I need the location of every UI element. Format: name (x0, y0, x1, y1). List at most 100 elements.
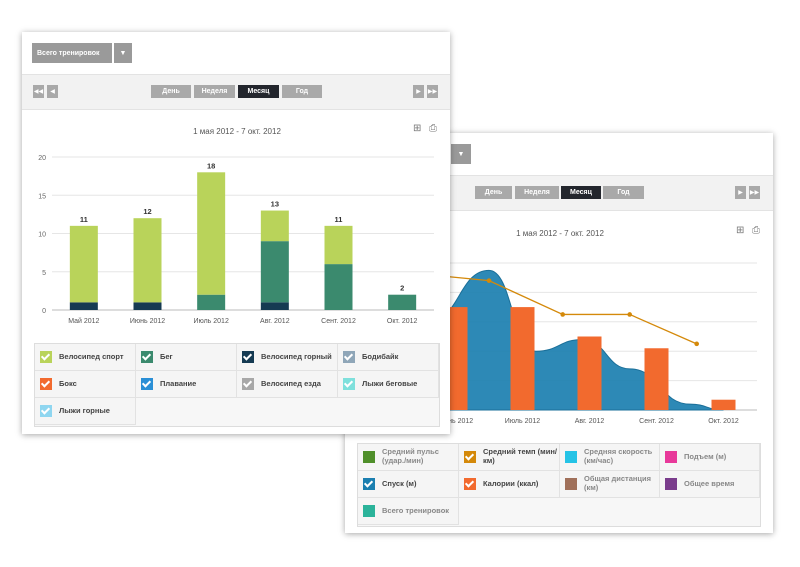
y-tick-label: 5 (42, 270, 46, 277)
legend-label: Плавание (160, 378, 197, 388)
prev-icon[interactable]: ◀ (47, 85, 58, 98)
dropdown-arrow-button[interactable]: ▼ (451, 144, 471, 164)
x-tick-label: Июнь 2012 (438, 418, 473, 423)
legend-item[interactable]: Всего тренировок (358, 498, 459, 525)
bar-total-label: 2 (400, 284, 404, 293)
tab-year[interactable]: Год (603, 186, 644, 199)
legend-item[interactable]: Средняя скорость (км/час) (560, 444, 660, 471)
legend-item[interactable]: Средний пульс (удар./мин) (358, 444, 459, 471)
legend-checkbox[interactable] (141, 351, 153, 363)
legend-label: Средний темп (мин/км) (483, 447, 557, 465)
dropdown-arrow-button[interactable]: ▼ (114, 43, 132, 63)
bar-segment (133, 218, 162, 303)
legend-label: Лыжи горные (59, 405, 110, 415)
last-icon[interactable]: ▶▶ (749, 186, 760, 199)
print-icon[interactable]: ⎙ (429, 123, 437, 134)
legend-item[interactable]: Спуск (м) (358, 471, 459, 498)
x-tick-label: Июль 2012 (505, 418, 540, 423)
bar-total-label: 13 (271, 200, 279, 209)
bar-calories (644, 348, 669, 410)
legend-checkbox[interactable] (464, 478, 476, 490)
legend-checkbox[interactable] (565, 451, 577, 463)
y-tick-label: 20 (38, 155, 46, 162)
legend-checkbox[interactable] (665, 478, 677, 490)
bar-total-label: 11 (335, 215, 343, 224)
bar-segment (324, 264, 353, 310)
bar-calories (711, 399, 736, 410)
legend-item[interactable]: Плавание (136, 371, 237, 398)
first-icon[interactable]: ◀◀ (33, 85, 44, 98)
legend-item[interactable]: Велосипед спорт (35, 344, 136, 371)
legend-checkbox[interactable] (141, 378, 153, 390)
bar-total-label: 12 (143, 207, 151, 216)
legend-label: Калории (ккал) (483, 478, 539, 488)
date-range: 1 мая 2012 - 7 окт. 2012 (516, 229, 604, 238)
legend-item[interactable]: Бодибайк (338, 344, 439, 371)
x-tick-label: Окт. 2012 (387, 318, 418, 325)
bar-segment (260, 241, 289, 303)
legend-label: Средняя скорость (км/час) (584, 447, 653, 465)
legend-checkbox[interactable] (40, 378, 52, 390)
legend-checkbox[interactable] (363, 451, 375, 463)
next-icon[interactable]: ▶ (735, 186, 746, 199)
legend-checkbox[interactable] (565, 478, 577, 490)
legend-label: Подъем (м) (684, 451, 727, 461)
legend-checkbox[interactable] (464, 451, 476, 463)
tab-month[interactable]: Месяц (238, 85, 279, 98)
legend-label: Бокс (59, 378, 77, 388)
legend-item[interactable]: Средний темп (мин/км) (459, 444, 560, 471)
tab-week[interactable]: Неделя (194, 85, 235, 98)
last-icon[interactable]: ▶▶ (427, 85, 438, 98)
bar-segment (69, 225, 98, 303)
tab-day[interactable]: День (475, 186, 512, 199)
x-tick-label: Сент. 2012 (321, 318, 356, 325)
legend-item[interactable]: Лыжи горные (35, 398, 136, 425)
period-tabs-bar: ◀◀ ◀ День Неделя Месяц Год ▶ ▶▶ (22, 74, 450, 110)
legend-item[interactable]: Бег (136, 344, 237, 371)
legend-checkbox[interactable] (363, 478, 375, 490)
stacked-bar-chart: 0 5 10 15 20 11 Май 2012 12 Июнь 2012 18 Июль 2012… (38, 155, 434, 325)
tab-year[interactable]: Год (282, 85, 322, 98)
y-tick-label: 0 (42, 308, 46, 315)
legend-item[interactable]: Велосипед езда (237, 371, 338, 398)
bar-total-label: 18 (207, 161, 215, 170)
next-icon[interactable]: ▶ (413, 85, 424, 98)
legend-label: Спуск (м) (382, 478, 417, 488)
legend-checkbox[interactable] (40, 405, 52, 417)
workout-type-dropdown[interactable]: Всего тренировок (32, 43, 112, 63)
legend-label: Велосипед езда (261, 378, 321, 388)
front-chart-panel: Всего тренировок ▼ ◀◀ ◀ День Неделя Меся… (22, 32, 450, 434)
legend-checkbox[interactable] (40, 351, 52, 363)
legend-label: Всего тренировок (382, 505, 450, 515)
legend-item[interactable]: Подъем (м) (660, 444, 760, 471)
legend-label: Лыжи беговые (362, 378, 418, 388)
legend-item[interactable]: Калории (ккал) (459, 471, 560, 498)
legend-item[interactable]: Велосипед горный (237, 344, 338, 371)
legend-item[interactable]: Лыжи беговые (338, 371, 439, 398)
export-icon[interactable]: ⊞ (736, 225, 745, 236)
line-point (486, 278, 492, 283)
legend-item[interactable]: Бокс (35, 371, 136, 398)
y-tick-label: 15 (38, 193, 46, 200)
legend-checkbox[interactable] (665, 451, 677, 463)
date-range: 1 мая 2012 - 7 окт. 2012 (193, 127, 281, 136)
bar-segment (260, 210, 289, 242)
tab-day[interactable]: День (151, 85, 191, 98)
chevron-down-icon: ▼ (119, 49, 127, 57)
bar-segment (260, 302, 289, 310)
print-icon[interactable]: ⎙ (752, 225, 760, 236)
bar-segment (197, 172, 226, 295)
tab-month[interactable]: Месяц (561, 186, 601, 199)
export-icon[interactable]: ⊞ (413, 123, 422, 134)
legend-item[interactable]: Общее время (660, 471, 760, 498)
legend-checkbox[interactable] (242, 378, 254, 390)
x-tick-label: Июнь 2012 (130, 318, 165, 325)
bar-calories (510, 307, 535, 410)
legend-item[interactable]: Общая дистанция (км) (560, 471, 660, 498)
legend-checkbox[interactable] (242, 351, 254, 363)
legend-checkbox[interactable] (343, 351, 355, 363)
legend-checkbox[interactable] (363, 505, 375, 517)
tab-week[interactable]: Неделя (515, 186, 559, 199)
bar-total-label: 11 (80, 215, 88, 224)
legend-checkbox[interactable] (343, 378, 355, 390)
